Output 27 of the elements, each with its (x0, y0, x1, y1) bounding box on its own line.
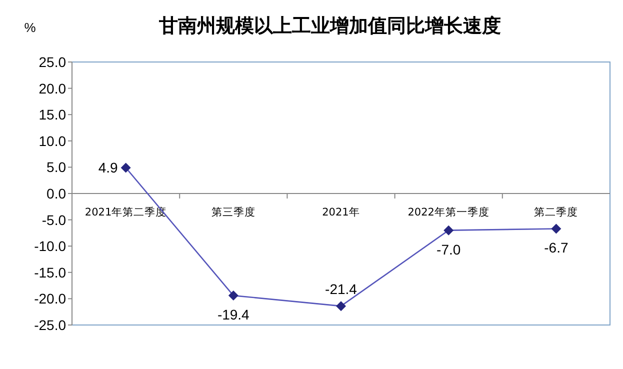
y-tick-label: 5.0 (46, 159, 66, 176)
data-label: 4.9 (98, 160, 118, 176)
x-tick-label: 2021年 (322, 206, 360, 218)
y-tick-label: -10.0 (34, 238, 66, 254)
y-tick-label: 25.0 (38, 54, 66, 70)
point (228, 290, 238, 301)
x-tick-label: 2022年第一季度 (408, 206, 490, 218)
point (336, 301, 346, 312)
chart-title: 甘南州规模以上工业增加值同比增长速度 (158, 15, 501, 37)
data-label: -6.7 (544, 240, 568, 256)
x-tick-label: 第三季度 (211, 206, 256, 218)
data-label: -7.0 (436, 241, 461, 258)
data-label: -21.4 (325, 281, 358, 298)
y-tick-label: 0.0 (46, 186, 66, 202)
point (444, 225, 454, 236)
y-tick-label: -5.0 (42, 212, 66, 228)
y-tick-label: 20.0 (38, 80, 66, 96)
point (551, 224, 562, 234)
y-tick-label: -20.0 (34, 290, 66, 307)
point (120, 162, 131, 173)
y-axis-title: % (24, 20, 36, 35)
data-label: -19.4 (217, 306, 250, 323)
y-tick-label: 10.0 (38, 132, 66, 149)
y-tick-label: 15.0 (38, 106, 66, 123)
y-tick-label: -15.0 (34, 264, 66, 280)
x-tick-label: 第二季度 (534, 206, 578, 218)
y-tick-label: -25.0 (34, 317, 66, 333)
